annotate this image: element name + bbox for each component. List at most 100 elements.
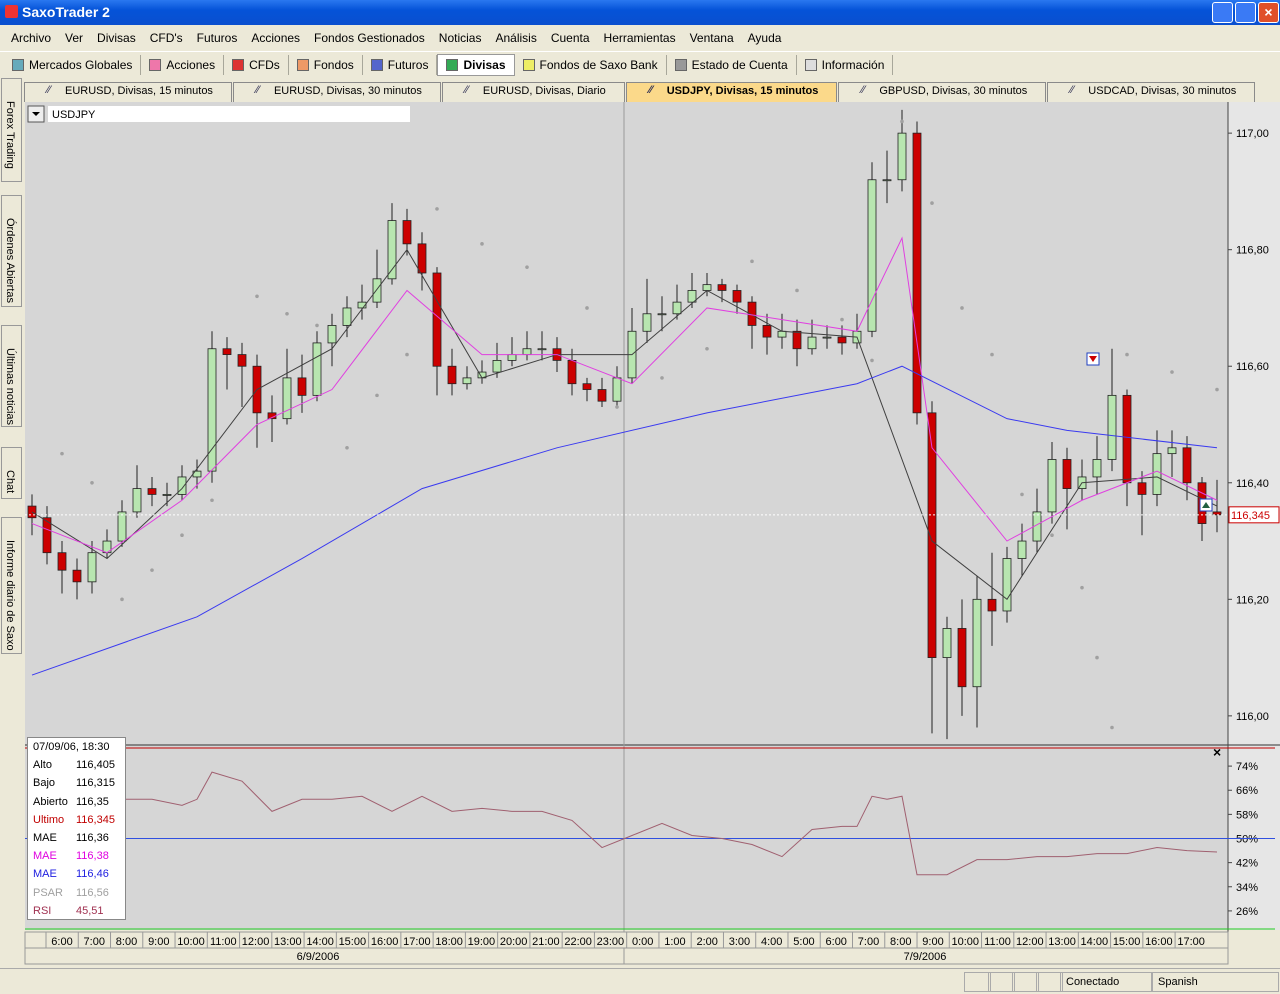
info-value: 116,35 — [76, 795, 109, 808]
sidebar-label: Chat — [4, 470, 16, 494]
sidebar-tab[interactable]: Informe diario de Saxo — [1, 517, 22, 654]
candle-body — [717, 284, 727, 291]
trade-marker-icon — [1202, 502, 1210, 508]
minimize-button[interactable] — [1212, 2, 1233, 23]
trade-marker-icon — [1089, 356, 1097, 362]
title-bar: SaxoTrader 2 × — [0, 0, 1280, 25]
info-label: MAE — [33, 831, 57, 844]
toolbar-button[interactable]: Fondos de Saxo Bank — [515, 54, 667, 75]
tab[interactable]: GBPUSD, Divisas, 30 minutos — [838, 82, 1047, 102]
x-tick-label: 5:00 — [793, 936, 814, 948]
psar-dot — [90, 480, 94, 485]
info-row: MAE 116,38 — [28, 847, 125, 865]
menu-item[interactable]: Ventana — [689, 31, 734, 45]
candle-body — [792, 330, 802, 350]
toolbar-button[interactable]: Mercados Globales — [4, 54, 142, 75]
menu-item[interactable]: Archivo — [11, 31, 52, 45]
info-label: MAE — [33, 850, 57, 863]
toolbar-button[interactable]: Fondos — [289, 54, 363, 75]
menu-item[interactable]: Noticias — [438, 31, 482, 45]
toolbar-button[interactable]: CFDs — [224, 54, 289, 75]
candle-body — [807, 336, 817, 350]
menu-item[interactable]: Análisis — [495, 31, 537, 45]
maximize-button[interactable] — [1235, 2, 1256, 23]
candle-body — [957, 628, 967, 688]
status-connection: Conectado — [1060, 972, 1152, 992]
candle-body — [987, 598, 997, 612]
menu-item[interactable]: CFD's — [149, 31, 183, 45]
psar-dot — [210, 498, 214, 503]
sidebar-tab[interactable]: Órdenes Abiertas — [1, 195, 22, 307]
toolbar-button[interactable]: Futuros — [363, 54, 438, 75]
y-tick-label: 42% — [1236, 858, 1258, 870]
psar-dot — [705, 346, 709, 351]
psar-dot — [795, 288, 799, 293]
x-tick-label: 13:00 — [1048, 936, 1076, 948]
candle-body — [162, 494, 172, 496]
candle-body — [927, 412, 937, 658]
info-label: MAE — [33, 868, 57, 881]
candle-body — [507, 354, 517, 361]
toolbar-icon — [674, 58, 687, 71]
close-button[interactable]: × — [1258, 2, 1279, 23]
psar-dot — [180, 533, 184, 538]
info-value: 116,315 — [76, 777, 115, 790]
candle-body — [387, 220, 397, 280]
menu-item[interactable]: Futuros — [196, 31, 238, 45]
candle-body — [1107, 394, 1117, 460]
tab[interactable]: USDCAD, Divisas, 30 minutos — [1047, 82, 1256, 102]
info-label: RSI — [33, 904, 52, 917]
sidebar-label: Informe diario de Saxo — [4, 540, 16, 651]
psar-dot — [990, 352, 994, 357]
tab[interactable]: USDJPY, Divisas, 15 minutos — [625, 82, 838, 102]
psar-dot — [375, 393, 379, 398]
menu-item[interactable]: Cuenta — [550, 31, 590, 45]
toolbar-label: CFDs — [249, 57, 280, 72]
toolbar-label: Fondos de Saxo Bank — [539, 57, 658, 72]
toolbar-button[interactable]: Divisas — [437, 53, 515, 76]
plot-background — [25, 102, 1228, 745]
psar-dot — [1020, 492, 1024, 497]
psar-dot — [1170, 370, 1174, 374]
psar-dot — [120, 597, 124, 602]
candle-body — [357, 301, 367, 309]
menu-item[interactable]: Acciones — [251, 31, 301, 45]
sidebar-tab[interactable]: Forex Trading — [1, 78, 22, 182]
candle-body — [447, 365, 457, 385]
menu-item[interactable]: Fondos Gestionados — [314, 31, 425, 45]
psar-dot — [930, 201, 934, 205]
info-value: 116,345 — [76, 813, 115, 826]
tab[interactable]: EURUSD, Divisas, Diario — [441, 82, 625, 102]
tab[interactable]: EURUSD, Divisas, 15 minutos — [24, 82, 232, 102]
tab[interactable]: EURUSD, Divisas, 30 minutos — [232, 82, 441, 102]
candle-body — [1017, 540, 1027, 559]
menu-item[interactable]: Herramientas — [603, 31, 676, 45]
psar-dot — [585, 306, 589, 310]
x-tick-label: 2:00 — [696, 936, 717, 948]
info-row: MAE 116,46 — [28, 865, 125, 883]
toolbar-icon — [522, 58, 535, 71]
x-tick-label: 17:00 — [403, 936, 431, 948]
sidebar-tab[interactable]: Chat — [1, 447, 22, 499]
toolbar-icon — [446, 58, 459, 71]
menu-item[interactable]: Ayuda — [747, 31, 782, 45]
sidebar-tab[interactable]: Últimas noticias — [1, 325, 22, 427]
psar-dot — [1050, 533, 1054, 538]
toolbar-button[interactable]: Estado de Cuenta — [667, 54, 797, 75]
menu-item[interactable]: Divisas — [97, 31, 136, 45]
psar-dot — [960, 306, 964, 310]
toolbar-icon — [370, 58, 383, 71]
toolbar-button[interactable]: Acciones — [141, 54, 225, 75]
x-tick-label: 16:00 — [371, 936, 399, 948]
candle-body — [642, 313, 652, 332]
x-tick-label: 12:00 — [1016, 936, 1044, 948]
toolbar-button[interactable]: Información — [797, 54, 894, 75]
menu-item[interactable]: Ver — [65, 31, 84, 45]
toolbar-label: Información — [821, 57, 885, 72]
candle-body — [117, 511, 127, 542]
toolbar-label: Acciones — [166, 57, 216, 72]
toolbar-label: Divisas — [463, 57, 506, 72]
candle-body — [882, 179, 892, 182]
